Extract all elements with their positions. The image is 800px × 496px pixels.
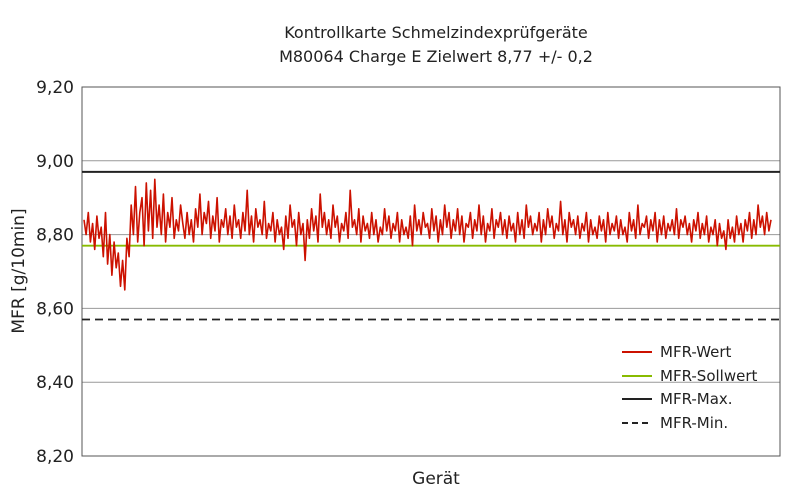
plot-frame [81, 86, 781, 457]
grid-lines [82, 160, 780, 383]
legend-label-mfr-sollwert: MFR-Sollwert [660, 367, 757, 385]
y-tick-label: 8,80 [36, 226, 74, 246]
y-tick-label: 8,60 [36, 299, 74, 319]
legend-label-mfr-wert: MFR-Wert [660, 343, 732, 361]
legend: MFR-Wert MFR-Sollwert MFR-Max. MFR-Min. [622, 343, 757, 432]
x-axis-label: Gerät [412, 469, 460, 489]
legend-label-mfr-min: MFR-Min. [660, 414, 728, 432]
y-tick-label: 8,20 [36, 447, 74, 467]
y-axis-label: MFR [g/10min] [9, 208, 29, 333]
y-tick-label: 9,00 [36, 152, 74, 172]
chart-subtitle: M80064 Charge E Zielwert 8,77 +/- 0,2 [279, 47, 593, 66]
y-tick-label: 8,40 [36, 373, 74, 393]
chart-title: Kontrollkarte Schmelzindexprüfgeräte [284, 23, 588, 42]
y-tick-labels: 8,20 8,40 8,60 8,80 9,00 9,20 [36, 78, 74, 467]
y-tick-label: 9,20 [36, 78, 74, 98]
series-mfr-wert-line [83, 178, 772, 291]
legend-label-mfr-max: MFR-Max. [660, 390, 733, 408]
